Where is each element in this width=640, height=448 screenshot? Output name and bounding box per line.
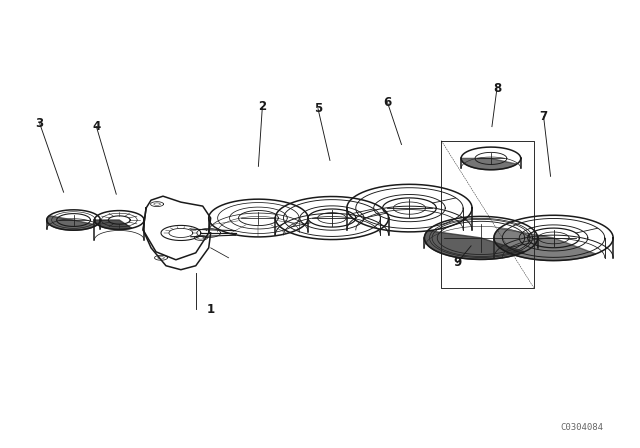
Text: 7: 7 (540, 110, 548, 123)
Text: 1: 1 (207, 303, 215, 316)
Text: C0304084: C0304084 (560, 423, 604, 432)
Text: 9: 9 (453, 256, 461, 269)
Text: 5: 5 (314, 102, 322, 115)
Polygon shape (47, 216, 97, 230)
Polygon shape (461, 159, 516, 170)
Text: 4: 4 (92, 120, 100, 133)
Text: 6: 6 (383, 96, 392, 109)
Text: 8: 8 (493, 82, 501, 95)
Text: 3: 3 (36, 117, 44, 130)
Polygon shape (424, 231, 524, 259)
Polygon shape (494, 228, 596, 261)
Text: 2: 2 (259, 100, 266, 113)
Polygon shape (95, 220, 132, 229)
